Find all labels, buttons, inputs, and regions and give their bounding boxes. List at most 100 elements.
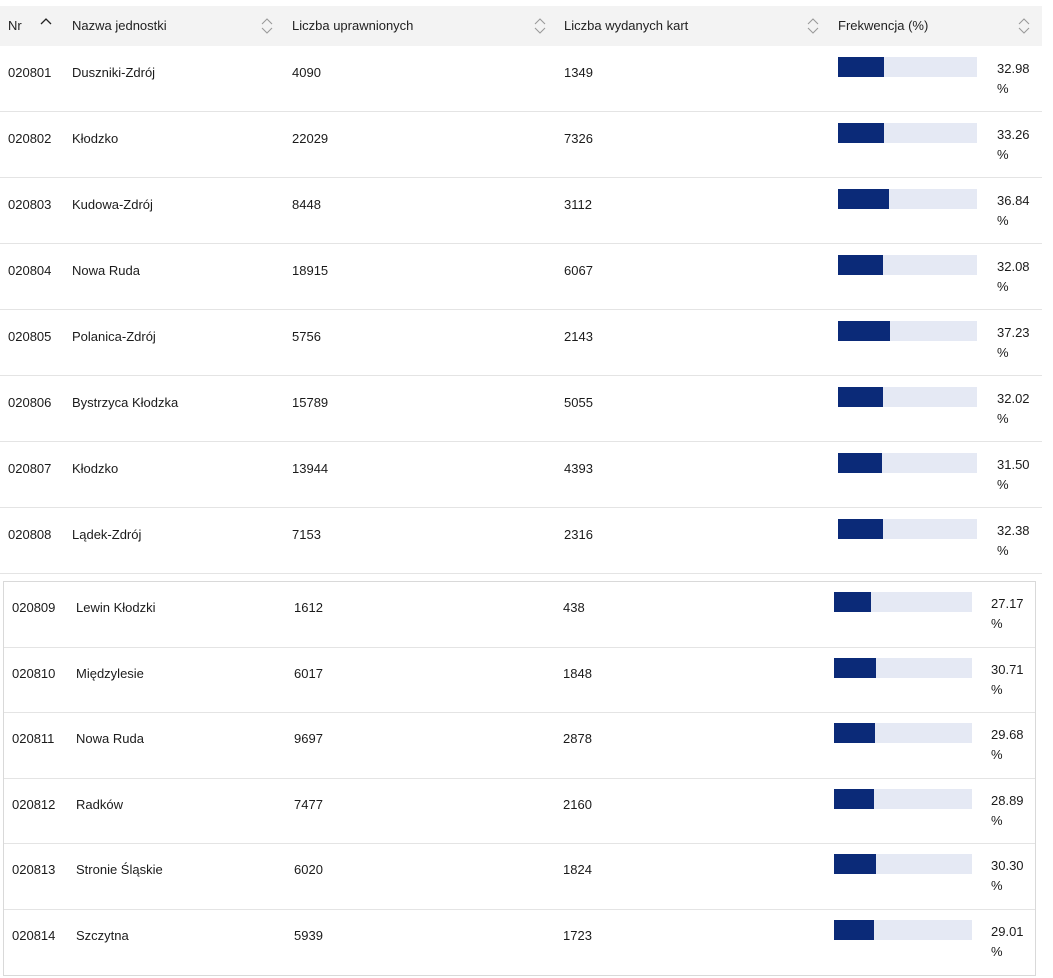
cell-eligible: 18915 <box>292 263 329 278</box>
cell-eligible: 5939 <box>294 927 323 943</box>
header-name[interactable]: Nazwa jednostki <box>72 18 167 33</box>
cell-name: Polanica-Zdrój <box>72 329 156 344</box>
cell-eligible: 22029 <box>292 131 329 146</box>
sort-icon[interactable] <box>261 16 273 36</box>
turnout-bar-fill <box>834 723 875 743</box>
cell-cards: 4393 <box>564 461 593 476</box>
cell-nr: 020803 <box>8 197 52 212</box>
cell-name: Nowa Ruda <box>72 263 140 278</box>
cell-nr: 020805 <box>8 329 52 344</box>
turnout-bar-track <box>838 519 977 539</box>
turnout-bar-track <box>838 189 977 209</box>
cell-name: Radków <box>76 796 123 812</box>
table-row[interactable]: 020813 Stronie Śląskie 6020 1824 30.30% <box>4 844 1035 910</box>
turnout-bar-fill <box>838 321 890 341</box>
turnout-unit: % <box>997 279 1009 294</box>
table-row[interactable]: 020808 Lądek-Zdrój 7153 2316 32.38% <box>0 508 1042 574</box>
cell-eligible: 15789 <box>292 395 329 410</box>
table-row[interactable]: 020809 Lewin Kłodzki 1612 438 27.17% <box>4 582 1035 648</box>
turnout-value: 29.68 <box>991 727 1024 742</box>
cell-name: Duszniki-Zdrój <box>72 65 156 80</box>
turnout-bar-fill <box>834 919 874 940</box>
cell-nr: 020804 <box>8 263 52 278</box>
turnout-value: 36.84 <box>997 193 1030 208</box>
turnout-bar-fill <box>838 519 883 539</box>
turnout-value: 29.01 <box>991 923 1024 939</box>
sort-icon[interactable] <box>534 16 546 36</box>
turnout-unit: % <box>991 943 1003 959</box>
table-row[interactable]: 020807 Kłodzko 13944 4393 31.50% <box>0 442 1042 508</box>
turnout-value: 27.17 <box>991 596 1024 611</box>
sort-ascending-icon[interactable] <box>40 14 52 34</box>
table-header: Nr Nazwa jednostki Liczba uprawnionych L… <box>0 6 1042 46</box>
cell-cards: 6067 <box>564 263 593 278</box>
cell-eligible: 6020 <box>294 862 323 877</box>
turnout-unit: % <box>997 213 1009 228</box>
cell-cards: 2878 <box>563 731 592 746</box>
cell-name: Kłodzko <box>72 131 119 146</box>
header-eligible[interactable]: Liczba uprawnionych <box>292 18 414 33</box>
header-nr[interactable]: Nr <box>8 18 22 33</box>
turnout-unit: % <box>991 747 1003 762</box>
cell-name: Kłodzko <box>72 461 119 476</box>
turnout-unit: % <box>997 345 1009 360</box>
turnout-value: 33.26 <box>997 127 1030 142</box>
table-row[interactable]: 020803 Kudowa-Zdrój 8448 3112 36.84% <box>0 178 1042 244</box>
turnout-bar-fill <box>834 657 876 678</box>
table-row[interactable]: 020811 Nowa Ruda 9697 2878 29.68% <box>4 713 1035 779</box>
turnout-unit: % <box>997 147 1009 162</box>
cell-cards: 1349 <box>564 65 593 80</box>
cell-eligible: 9697 <box>294 731 323 746</box>
turnout-bar-track <box>838 123 977 143</box>
turnout-bar-track <box>834 592 972 612</box>
table-row[interactable]: 020802 Kłodzko 22029 7326 33.26% <box>0 112 1042 178</box>
turnout-value: 37.23 <box>997 325 1030 340</box>
cell-nr: 020806 <box>8 395 52 410</box>
cell-cards: 438 <box>563 600 585 615</box>
table-row[interactable]: 020804 Nowa Ruda 18915 6067 32.08% <box>0 244 1042 310</box>
table-row[interactable]: 020812 Radków 7477 2160 28.89% <box>4 779 1035 844</box>
header-cards[interactable]: Liczba wydanych kart <box>564 18 689 33</box>
cell-cards: 5055 <box>564 395 593 410</box>
turnout-value: 30.71 <box>991 661 1024 677</box>
cell-nr: 020813 <box>12 862 56 877</box>
turnout-bar-track <box>838 255 977 275</box>
turnout-bar-fill <box>838 57 884 77</box>
turnout-bar-fill <box>838 387 883 407</box>
cell-eligible: 4090 <box>292 65 321 80</box>
cell-eligible: 6017 <box>294 665 323 681</box>
turnout-bar-track <box>838 453 977 473</box>
turnout-bar-track <box>838 321 977 341</box>
cell-eligible: 13944 <box>292 461 329 476</box>
turnout-value: 31.50 <box>997 457 1030 472</box>
cell-name: Szczytna <box>76 927 129 943</box>
table-row[interactable]: 020806 Bystrzyca Kłodzka 15789 5055 32.02% <box>0 376 1042 442</box>
turnout-bar-fill <box>838 123 884 143</box>
header-turnout[interactable]: Frekwencja (%) <box>838 18 929 33</box>
turnout-bar-track <box>838 57 977 77</box>
table-row[interactable]: 020814 Szczytna 5939 1723 29.01% <box>4 910 1035 975</box>
cell-eligible: 8448 <box>292 197 321 212</box>
turnout-unit: % <box>997 477 1009 492</box>
cell-cards: 1723 <box>563 927 592 943</box>
cell-cards: 1824 <box>563 862 592 877</box>
turnout-bar-track <box>838 387 977 407</box>
turnout-value: 28.89 <box>991 792 1024 808</box>
table-row[interactable]: 020801 Duszniki-Zdrój 4090 1349 32.98% <box>0 46 1042 112</box>
turnout-unit: % <box>991 878 1003 893</box>
sort-icon[interactable] <box>807 16 819 36</box>
cell-nr: 020814 <box>12 927 56 943</box>
sort-icon[interactable] <box>1018 16 1030 36</box>
table-row[interactable]: 020810 Międzylesie 6017 1848 30.71% <box>4 648 1035 713</box>
turnout-value: 32.98 <box>997 61 1030 76</box>
cell-cards: 2160 <box>563 796 592 812</box>
cell-name: Lewin Kłodzki <box>76 600 156 615</box>
cell-nr: 020808 <box>8 527 52 542</box>
turnout-bar-track <box>834 919 972 940</box>
turnout-value: 32.38 <box>997 523 1030 538</box>
cell-cards: 7326 <box>564 131 593 146</box>
turnout-unit: % <box>997 411 1009 426</box>
cell-nr: 020810 <box>12 665 56 681</box>
table-row[interactable]: 020805 Polanica-Zdrój 5756 2143 37.23% <box>0 310 1042 376</box>
turnout-unit: % <box>997 543 1009 558</box>
